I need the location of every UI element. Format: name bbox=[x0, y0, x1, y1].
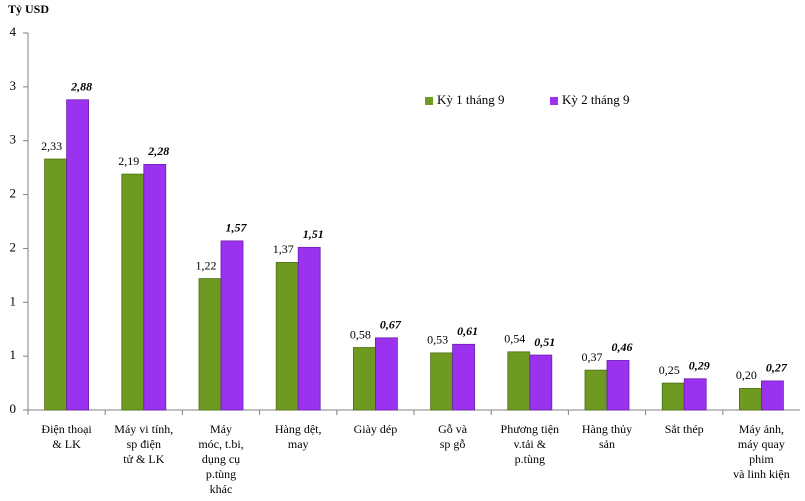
y-tick-label: 3 bbox=[10, 132, 17, 147]
value-label: 2,33 bbox=[41, 139, 62, 153]
x-tick-label-line: Sắt thép bbox=[665, 422, 704, 436]
value-label: 0,46 bbox=[612, 340, 633, 354]
x-tick-label-line: máy quay bbox=[738, 437, 785, 451]
x-tick-label: Hàng dệt, may bbox=[275, 422, 322, 451]
x-tick-label-line: v.tải & bbox=[514, 437, 547, 451]
x-tick-label-line: p.tùng bbox=[515, 452, 545, 466]
y-tick-label: 3 bbox=[10, 78, 17, 93]
bar bbox=[44, 158, 67, 411]
x-tick-label-line: phim bbox=[749, 452, 774, 466]
bar bbox=[507, 351, 531, 411]
y-tick-label: 2 bbox=[10, 186, 17, 201]
x-tick-label-line: móc, t.bi, bbox=[198, 437, 243, 451]
bar bbox=[374, 337, 398, 411]
value-label: 0,25 bbox=[659, 363, 680, 377]
value-label: 2,19 bbox=[118, 154, 139, 168]
bar bbox=[352, 347, 376, 411]
x-tick-label-line: Máy bbox=[210, 422, 232, 436]
bar bbox=[529, 354, 553, 411]
x-tick-label-line: sp điện bbox=[127, 437, 161, 451]
x-tick-label-line: Hàng thủy bbox=[582, 422, 632, 436]
x-tick-label: Gỗ và sp gỗ bbox=[438, 422, 468, 451]
bar bbox=[584, 369, 608, 411]
bar bbox=[739, 388, 762, 411]
x-tick-label: Máy móc, t.bi, dụng cụ p.tùng khác bbox=[198, 422, 243, 496]
x-tick-label: Phương tiện v.tải & p.tùng bbox=[501, 422, 560, 466]
value-label: 0,61 bbox=[457, 324, 478, 338]
legend-swatch bbox=[425, 97, 433, 105]
bar bbox=[606, 360, 630, 411]
x-tick-label-line: và linh kiện bbox=[733, 467, 790, 481]
x-tick-label-line: p.tùng bbox=[206, 467, 236, 481]
value-label: 2,28 bbox=[147, 144, 169, 158]
y-tick-label: 2 bbox=[10, 239, 17, 254]
x-tick-label-line: sản bbox=[599, 437, 615, 451]
value-label: 0,67 bbox=[380, 318, 402, 332]
x-tick-label-line: Phương tiện bbox=[501, 422, 560, 436]
x-tick-label-line: Máy vi tính, bbox=[114, 422, 173, 436]
x-tick-label-line: tử & LK bbox=[123, 452, 165, 466]
value-label: 0,20 bbox=[736, 368, 757, 382]
value-label: 0,29 bbox=[689, 359, 710, 373]
y-axis-label: Tỷ USD bbox=[8, 2, 49, 16]
legend-swatch bbox=[550, 97, 558, 105]
x-tick-label: Máy vi tính, sp điện tử & LK bbox=[114, 422, 173, 466]
bar bbox=[121, 173, 145, 411]
legend-label: Kỳ 2 tháng 9 bbox=[562, 92, 630, 107]
bar bbox=[143, 164, 167, 411]
value-label: 0,54 bbox=[504, 332, 525, 346]
x-tick-label: Hàng thủy sản bbox=[582, 422, 632, 451]
bar bbox=[430, 352, 454, 411]
x-tick-label-line: Máy ảnh, bbox=[739, 422, 784, 436]
value-label: 2,88 bbox=[70, 80, 92, 94]
x-tick-label-line: khác bbox=[210, 482, 233, 496]
bar bbox=[275, 262, 299, 411]
y-tick-label: 4 bbox=[10, 24, 17, 39]
x-tick-label: Giày dép bbox=[354, 422, 398, 436]
x-tick-label: Sắt thép bbox=[665, 422, 704, 436]
bar bbox=[220, 240, 244, 411]
bar bbox=[761, 380, 784, 411]
value-label: 0,58 bbox=[350, 327, 371, 341]
x-tick-label-line: Hàng dệt, bbox=[275, 422, 322, 436]
value-label: 0,51 bbox=[534, 335, 555, 349]
bar bbox=[452, 343, 476, 411]
y-tick-label: 1 bbox=[10, 293, 17, 308]
x-tick-label-line: & LK bbox=[52, 437, 81, 451]
x-tick-label-line: sp gỗ bbox=[440, 437, 466, 451]
value-label: 1,22 bbox=[196, 258, 217, 272]
bar bbox=[683, 378, 707, 411]
x-tick-label-line: Giày dép bbox=[354, 422, 398, 436]
bar bbox=[297, 246, 321, 411]
legend-label: Kỳ 1 tháng 9 bbox=[437, 92, 505, 107]
bar bbox=[198, 278, 222, 411]
value-label: 0,53 bbox=[427, 333, 448, 347]
x-tick-label-line: may bbox=[288, 437, 309, 451]
x-tick-label-line: Gỗ và bbox=[438, 422, 468, 436]
x-tick-label: Điện thoại & LK bbox=[41, 422, 92, 451]
bar bbox=[661, 382, 685, 411]
value-label: 1,51 bbox=[303, 227, 324, 241]
value-label: 1,37 bbox=[273, 242, 294, 256]
value-label: 1,57 bbox=[226, 221, 248, 235]
y-tick-label: 0 bbox=[10, 401, 17, 416]
bar bbox=[66, 99, 89, 411]
value-label: 0,27 bbox=[766, 361, 788, 375]
y-tick-label: 1 bbox=[10, 347, 17, 362]
x-tick-label-line: Điện thoại bbox=[41, 422, 92, 436]
value-label: 0,37 bbox=[582, 350, 603, 364]
x-tick-label: Máy ảnh, máy quay phim và linh kiện bbox=[733, 422, 790, 481]
x-tick-label-line: dụng cụ bbox=[202, 452, 240, 466]
